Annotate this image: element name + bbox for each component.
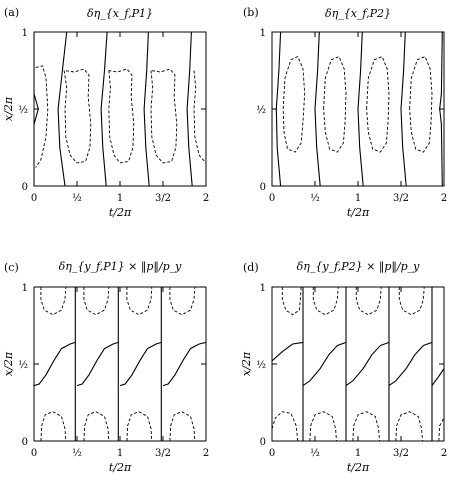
series-line-dashed-10 — [312, 287, 339, 316]
y-tick-label: 1 — [260, 283, 266, 294]
panel-title: δη_{x_f,P1} — [87, 7, 153, 20]
series-line-dashed-14 — [309, 411, 337, 441]
x-tick-label: 1 — [355, 193, 361, 204]
series-line-solid-3 — [162, 341, 206, 387]
series-line-solid-4 — [439, 32, 443, 186]
panel-a: 0 ½ 1 3/2 20½1(a) δη_{x_f,P1}t/2πx/2π — [2, 6, 209, 219]
y-axis-label: x/2π — [2, 351, 15, 376]
series-line-dashed-9 — [193, 70, 206, 164]
series-line-dashed-10 — [169, 287, 196, 316]
series-line-dashed-11 — [40, 411, 67, 441]
series-line-dashed-8 — [83, 287, 110, 316]
y-tick-label: ½ — [18, 360, 28, 371]
y-tick-label: ½ — [256, 360, 266, 371]
series-line-dashed-17 — [438, 417, 444, 441]
series-line-dashed-5 — [282, 56, 306, 153]
panel-label: (d) — [243, 261, 259, 274]
y-tick-label: ½ — [256, 105, 266, 116]
x-tick-label: 3/2 — [155, 448, 171, 459]
x-tick-label: 1 — [355, 448, 361, 459]
series-line-solid-1 — [76, 341, 119, 387]
x-tick-label: 1 — [117, 448, 123, 459]
series-line-dashed-6 — [63, 68, 92, 164]
series-line-solid-3 — [143, 32, 150, 186]
series-line-solid-0 — [275, 32, 282, 186]
x-tick-label: ½ — [310, 193, 320, 204]
x-axis-label: t/2π — [347, 461, 370, 474]
panel-label: (b) — [243, 6, 259, 19]
y-axis-label: x/2π — [240, 351, 253, 376]
x-tick-label: 2 — [203, 448, 209, 459]
panel-c: 0 ½ 1 3/2 20½1(c) δη_{y_f,P1} × ‖p‖/p_yt/2πx/… — [2, 260, 209, 474]
x-tick-label: 3/2 — [393, 193, 409, 204]
series-line-dashed-5 — [35, 65, 49, 168]
x-tick-label: 0 — [31, 448, 37, 459]
series-line-dashed-7 — [108, 68, 135, 164]
series-line-dashed-6 — [323, 56, 347, 153]
panel-d: 0 ½ 1 3/2 20½1(d) δη_{y_f,P2} × ‖p‖/p_yt/2πx/… — [240, 260, 447, 474]
series-line-solid-4 — [186, 32, 193, 186]
panel-title: δη_{x_f,P2} — [325, 7, 391, 20]
series-line-solid-0 — [272, 341, 304, 362]
series-line-dashed-13 — [272, 411, 299, 441]
series-line-solid-2 — [357, 32, 364, 186]
series-line-solid-1 — [302, 341, 347, 387]
x-axis-label: t/2π — [347, 206, 370, 219]
x-tick-label: 3/2 — [155, 193, 171, 204]
series-line-dashed-12 — [83, 411, 110, 441]
plot-frame — [33, 286, 207, 442]
y-tick-label: 0 — [22, 182, 28, 193]
series-line-dashed-8 — [150, 68, 178, 164]
series-line-solid-0 — [34, 341, 76, 387]
panel-label: (a) — [4, 6, 19, 19]
y-tick-label: 1 — [22, 283, 28, 294]
x-tick-label: 2 — [441, 193, 447, 204]
panel-title: δη_{y_f,P1} × ‖p‖/p_y — [59, 260, 182, 274]
series-line-dashed-7 — [366, 56, 390, 153]
series-line-solid-0 — [34, 32, 39, 186]
x-tick-label: 0 — [269, 448, 275, 459]
x-tick-label: ½ — [310, 448, 320, 459]
panel-label: (c) — [4, 261, 19, 274]
x-tick-label: 2 — [441, 448, 447, 459]
x-axis-label: t/2π — [109, 461, 132, 474]
y-tick-label: 1 — [22, 28, 28, 39]
series-line-dashed-12 — [398, 287, 425, 316]
series-line-dashed-8 — [409, 56, 433, 153]
x-tick-label: 1 — [117, 193, 123, 204]
series-line-solid-3 — [400, 32, 407, 186]
x-tick-label: 3/2 — [393, 448, 409, 459]
y-tick-label: 1 — [260, 28, 266, 39]
y-tick-label: ½ — [18, 105, 28, 116]
series-line-solid-4 — [431, 368, 444, 386]
y-tick-label: 0 — [260, 437, 266, 448]
y-tick-label: 0 — [260, 182, 266, 193]
series-line-dashed-14 — [169, 411, 196, 441]
series-line-solid-1 — [57, 32, 68, 186]
series-line-dashed-15 — [352, 411, 380, 441]
series-line-solid-3 — [388, 341, 433, 387]
series-line-dashed-11 — [355, 287, 382, 316]
series-line-dashed-9 — [281, 287, 302, 316]
x-tick-label: 2 — [203, 193, 209, 204]
series-line-dashed-7 — [40, 287, 67, 316]
series-line-solid-2 — [100, 32, 108, 186]
series-line-dashed-13 — [126, 411, 153, 441]
panel-b: 0 ½ 1 3/2 20½1(b) δη_{x_f,P2}t/2π — [243, 6, 447, 219]
y-axis-label: x/2π — [2, 96, 15, 121]
x-tick-label: 0 — [31, 193, 37, 204]
series-line-dashed-16 — [395, 411, 423, 441]
x-axis-label: t/2π — [109, 206, 132, 219]
series-line-solid-1 — [314, 32, 321, 186]
series-line-solid-2 — [119, 341, 162, 387]
series-line-solid-2 — [345, 341, 390, 387]
y-tick-label: 0 — [22, 437, 28, 448]
x-tick-label: ½ — [72, 448, 82, 459]
x-tick-label: ½ — [72, 193, 82, 204]
series-line-dashed-9 — [126, 287, 153, 316]
panel-title: δη_{y_f,P2} × ‖p‖/p_y — [297, 260, 420, 274]
x-tick-label: 0 — [269, 193, 275, 204]
